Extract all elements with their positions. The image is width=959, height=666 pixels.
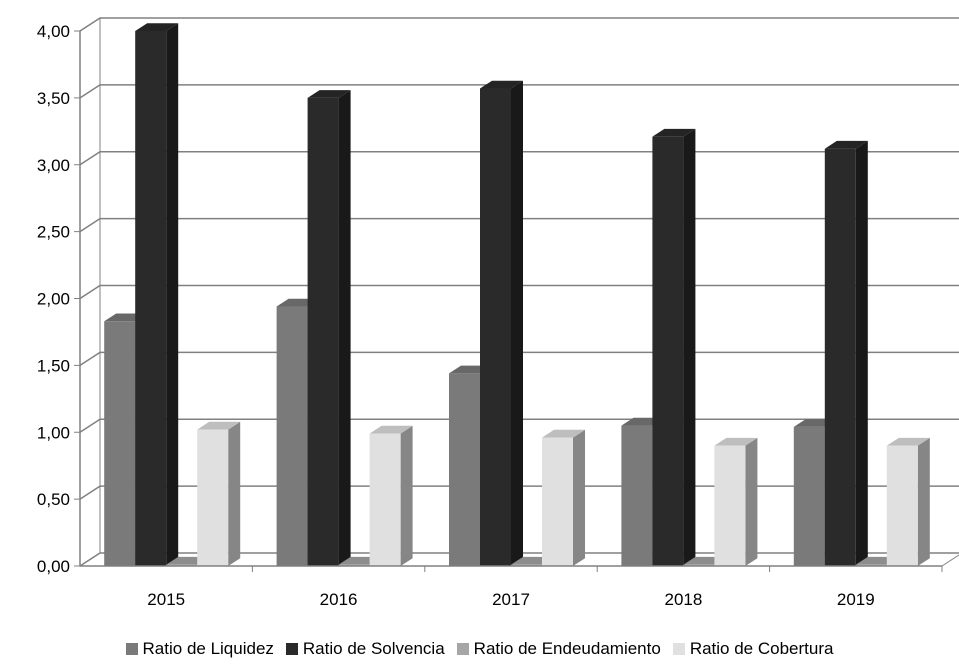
x-tick-label: 2017 <box>492 590 530 609</box>
x-tick-label: 2016 <box>320 590 358 609</box>
y-tick-label: 2,00 <box>37 290 70 309</box>
bar-side <box>683 128 696 567</box>
legend: Ratio de Liquidez Ratio de Solvencia Rat… <box>0 636 959 662</box>
legend-label-liquidez: Ratio de Liquidez <box>142 639 274 658</box>
bar-side <box>855 140 868 566</box>
bar-side <box>338 90 351 566</box>
bar-top <box>197 421 241 430</box>
legend-item-endeudamiento: Ratio de Endeudamiento <box>456 639 661 659</box>
bar-top <box>824 140 868 149</box>
y-tick-label: 1,50 <box>37 356 70 375</box>
bar <box>307 90 351 566</box>
bar-front <box>621 425 653 566</box>
legend-item-liquidez: Ratio de Liquidez <box>125 639 274 659</box>
legend-swatch-solvencia <box>285 643 298 655</box>
x-tick-label: 2019 <box>837 590 875 609</box>
bar-side <box>228 421 241 566</box>
y-tick-label: 3,00 <box>37 156 70 175</box>
x-tick-label: 2015 <box>147 590 185 609</box>
bar-top <box>652 128 696 137</box>
bar-front <box>276 306 308 566</box>
bar <box>197 421 241 566</box>
gridline <box>79 17 959 32</box>
y-tick-label: 3,50 <box>37 89 70 108</box>
bar <box>886 437 930 566</box>
bar-side <box>917 437 930 566</box>
bar <box>652 128 696 567</box>
bar-side <box>511 80 523 567</box>
bar <box>480 80 523 567</box>
bar <box>542 429 585 566</box>
bar-front <box>824 148 856 566</box>
bar-top <box>369 425 413 434</box>
axes: 0,00 0,50 1,00 1,50 2,00 2,50 3,00 3,50 4,00 2015… <box>37 22 943 609</box>
y-tick-label: 2,50 <box>37 223 70 242</box>
bar <box>714 437 758 566</box>
legend-label-endeudamiento: Ratio de Endeudamiento <box>473 639 661 658</box>
bar-front <box>307 97 339 566</box>
bar-top <box>714 437 758 446</box>
bar-front <box>135 31 167 566</box>
legend-swatch-cobertura <box>672 643 685 655</box>
bars <box>104 23 930 567</box>
bar-side <box>166 23 179 566</box>
bar-front <box>793 426 825 566</box>
bar-top <box>886 437 930 446</box>
bar-top <box>480 80 523 89</box>
bar-front <box>652 136 684 566</box>
legend-swatch-liquidez <box>125 643 138 655</box>
bar <box>824 140 868 566</box>
bar-side <box>573 429 585 566</box>
y-tick-label: 1,00 <box>37 423 70 442</box>
y-tick-label: 4,00 <box>37 22 70 41</box>
bar-front <box>449 373 480 566</box>
legend-swatch-endeudamiento <box>456 643 469 655</box>
bar-front <box>886 445 918 566</box>
bar <box>369 425 413 566</box>
legend-label-cobertura: Ratio de Cobertura <box>689 639 834 658</box>
legend-item-cobertura: Ratio de Cobertura <box>672 639 834 659</box>
legend-item-solvencia: Ratio de Solvencia <box>285 639 445 659</box>
bar-front <box>197 429 229 566</box>
bar <box>135 23 179 566</box>
bar-front <box>369 433 401 566</box>
bar-top <box>135 23 179 31</box>
bar-top <box>542 429 585 438</box>
bar-side <box>745 437 758 566</box>
bar-front <box>542 437 573 566</box>
bar-front <box>480 88 511 566</box>
legend-label-solvencia: Ratio de Solvencia <box>302 639 445 658</box>
gridline <box>79 84 959 99</box>
y-tick-label: 0,00 <box>37 557 70 576</box>
bar-top <box>307 90 351 98</box>
y-tick-label: 0,50 <box>37 490 70 509</box>
bar-front <box>104 321 136 566</box>
bar-front <box>714 445 746 566</box>
bar-side <box>400 425 413 566</box>
x-tick-label: 2018 <box>664 590 702 609</box>
